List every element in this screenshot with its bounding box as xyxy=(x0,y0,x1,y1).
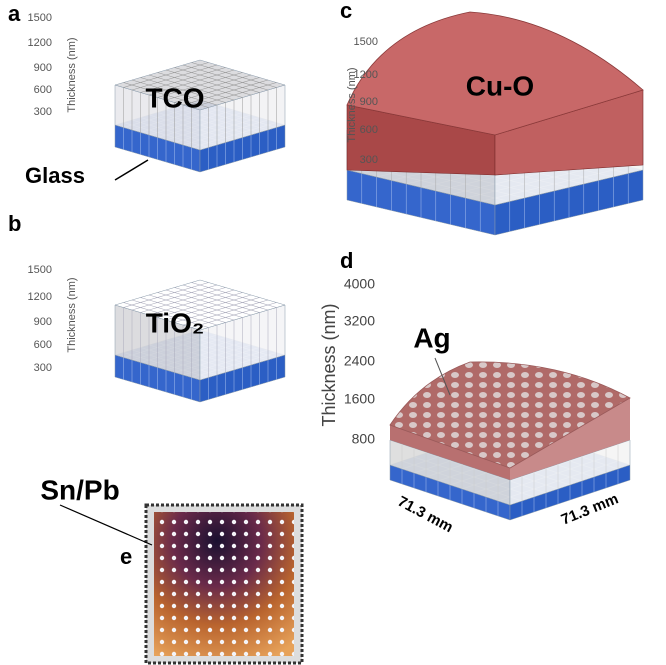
grid xyxy=(182,299,269,326)
tick-label: 300 xyxy=(34,106,52,118)
grid xyxy=(174,77,260,103)
layer-label: Sn/Pb xyxy=(40,474,119,505)
grid xyxy=(191,82,277,108)
panel-label: a xyxy=(8,1,21,26)
layer-label: TiO₂ xyxy=(146,307,205,338)
axis-title: Thickness (nm) xyxy=(66,277,78,352)
tick-label: 1600 xyxy=(344,391,375,407)
grid xyxy=(165,294,252,321)
sn-pb-photo xyxy=(59,503,304,665)
grid xyxy=(131,79,218,106)
layer-label: TCO xyxy=(145,82,204,113)
tick-label: 3200 xyxy=(344,313,375,329)
tick-label: 1500 xyxy=(28,12,52,24)
panel-label: e xyxy=(120,544,132,569)
tick-label: 600 xyxy=(34,339,52,351)
grid xyxy=(131,299,218,326)
tick-label: 900 xyxy=(34,62,52,74)
axis-title: Thickness (nm) xyxy=(319,303,339,426)
axis-title: Thickness (nm) xyxy=(66,37,78,112)
tick-label: 600 xyxy=(34,84,52,96)
grid xyxy=(123,302,209,328)
panel-label: d xyxy=(340,248,353,273)
grid xyxy=(191,302,277,328)
grid xyxy=(140,297,226,323)
grid xyxy=(148,294,235,321)
tick-label: 2400 xyxy=(344,353,375,369)
tick-label: 900 xyxy=(360,96,378,108)
grid xyxy=(174,297,260,323)
grid xyxy=(182,79,269,106)
panel-label: c xyxy=(340,0,352,23)
tick-label: 1500 xyxy=(354,36,378,48)
tick-label: 900 xyxy=(34,316,52,328)
tick-label: 1500 xyxy=(28,264,52,276)
tick-label: 600 xyxy=(360,124,378,136)
substrate-label: Glass xyxy=(25,163,85,188)
grid xyxy=(148,74,235,101)
tick-label: 300 xyxy=(360,154,378,166)
dimension-label: 71.3 mm xyxy=(395,493,456,536)
tick-label: 300 xyxy=(34,362,52,374)
grid xyxy=(157,292,243,318)
tick-label: 1200 xyxy=(354,69,378,81)
grid xyxy=(165,74,252,101)
grid xyxy=(157,72,243,98)
grid xyxy=(140,77,226,103)
pointer xyxy=(114,159,149,181)
cu-o-surface xyxy=(346,11,644,176)
axis-title: Thickness (nm) xyxy=(346,67,358,142)
tick-label: 1200 xyxy=(28,291,52,303)
tick-label: 800 xyxy=(352,431,376,447)
grid xyxy=(123,82,209,108)
tick-label: 1200 xyxy=(28,37,52,49)
panel-label: b xyxy=(8,211,21,236)
layer-label: Cu-O xyxy=(466,70,534,101)
layer-label: Ag xyxy=(413,322,450,353)
ag-surface xyxy=(389,361,631,480)
tick-label: 4000 xyxy=(344,276,375,292)
pointer xyxy=(434,357,451,396)
